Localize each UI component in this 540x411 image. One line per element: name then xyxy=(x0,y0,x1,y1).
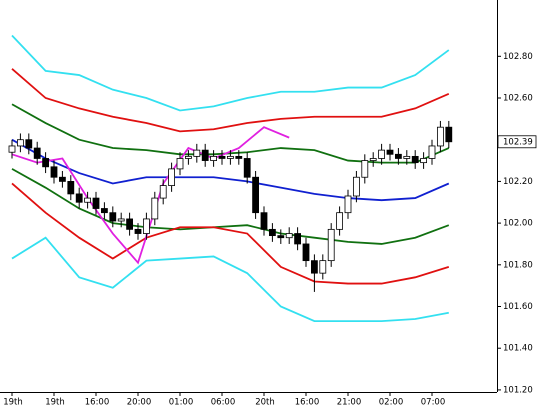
candle-body xyxy=(151,197,159,220)
candle-body xyxy=(75,193,83,203)
candle-body xyxy=(285,233,293,239)
candle-body xyxy=(101,208,108,214)
candle-body xyxy=(92,197,100,209)
candle-body xyxy=(327,228,335,262)
candle-body xyxy=(109,212,117,222)
band-line xyxy=(11,34,450,112)
candle-body xyxy=(252,176,260,214)
candle-body xyxy=(8,145,16,153)
band-line xyxy=(11,68,450,133)
candle-body xyxy=(403,155,411,159)
candle-body xyxy=(218,155,226,159)
candle-body xyxy=(445,126,453,143)
x-tick-label: 06:00 xyxy=(211,398,236,408)
x-tick-label: 16:00 xyxy=(295,398,320,408)
candle-body xyxy=(159,185,167,199)
candle-body xyxy=(67,181,75,195)
candle-body xyxy=(176,158,184,170)
y-tick-label: 102.80 xyxy=(503,52,533,62)
x-tick-label: 20th xyxy=(255,398,275,408)
candle-body xyxy=(126,218,133,230)
y-tick-label: 101.40 xyxy=(503,344,533,354)
y-tick-label: 102.20 xyxy=(503,177,533,187)
candle-body xyxy=(50,166,58,178)
candle-body xyxy=(168,168,176,186)
y-tick-label: 101.80 xyxy=(503,260,533,270)
candle-body xyxy=(294,233,302,245)
candle-body xyxy=(193,149,201,157)
candle-body xyxy=(201,149,209,161)
band-line xyxy=(11,236,449,323)
candle-body xyxy=(344,195,352,214)
candle-body xyxy=(428,145,436,159)
band-line xyxy=(11,138,450,202)
y-tick-label: 101.20 xyxy=(503,385,533,395)
candle-body xyxy=(210,155,218,161)
candle-body xyxy=(436,126,444,147)
candle-body xyxy=(394,153,402,159)
candle-body xyxy=(352,176,360,197)
x-tick-label: 19th xyxy=(3,398,23,408)
candle-body xyxy=(411,155,419,164)
candle-body xyxy=(319,260,327,274)
candle-body xyxy=(59,176,66,182)
candle-body xyxy=(25,139,33,149)
candle-body xyxy=(369,158,377,161)
y-tick-label: 101.60 xyxy=(503,302,533,312)
band-line xyxy=(11,126,290,265)
candle-body xyxy=(84,197,91,203)
band-line xyxy=(11,182,450,285)
candle-body xyxy=(33,147,41,159)
y-tick-label: 102.60 xyxy=(503,94,533,104)
band-line xyxy=(11,168,450,245)
candle-body xyxy=(361,160,369,178)
candle-body xyxy=(277,235,285,239)
candle-body xyxy=(235,155,243,159)
candle-body xyxy=(142,218,150,234)
x-tick-label: 19th xyxy=(45,398,65,408)
candle-body xyxy=(226,155,234,159)
candle-body xyxy=(378,149,386,159)
x-tick-label: 02:00 xyxy=(379,398,404,408)
candle-body xyxy=(420,158,428,164)
last-price-box xyxy=(497,135,537,149)
candle-body xyxy=(42,158,49,168)
candle-body xyxy=(336,212,344,230)
x-tick-label: 16:00 xyxy=(85,398,110,408)
candle-body xyxy=(268,228,276,237)
candle-body xyxy=(386,149,394,155)
candle-body xyxy=(184,155,192,159)
candle-body xyxy=(16,139,24,147)
candle-body xyxy=(302,243,310,262)
candle-body xyxy=(243,158,251,178)
x-tick-label: 21:00 xyxy=(337,398,362,408)
candle-body xyxy=(260,212,268,230)
last-price-label: 102.39 xyxy=(503,137,533,147)
y-tick-label: 102.00 xyxy=(503,219,533,229)
x-tick-label: 01:00 xyxy=(169,398,194,408)
candle-body xyxy=(117,218,125,222)
x-tick-label: 20:00 xyxy=(127,398,152,408)
candle-body xyxy=(134,228,142,234)
x-tick-label: 07:00 xyxy=(421,398,446,408)
candle-body xyxy=(310,260,318,274)
